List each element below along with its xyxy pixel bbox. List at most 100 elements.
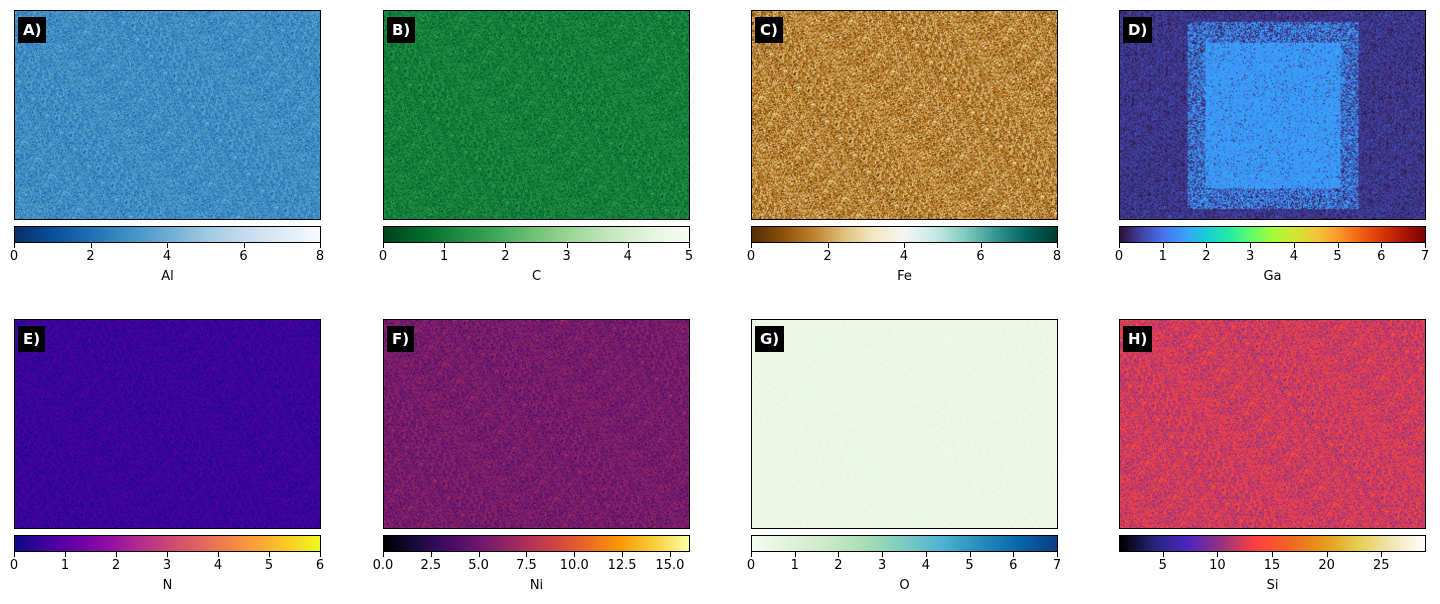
colorbar-tick-ni xyxy=(431,552,432,557)
colorbar-tick-si xyxy=(1381,552,1382,557)
colorbar-ga xyxy=(1119,226,1426,243)
heatmap-al xyxy=(14,10,321,220)
colorbar-tick-label-o: 1 xyxy=(790,558,799,573)
colorbar-tick-si xyxy=(1272,552,1273,557)
colorbar-tick-label-n: 2 xyxy=(111,558,121,573)
colorbar-tick-c xyxy=(567,243,568,248)
heatmap-ga xyxy=(1119,10,1426,220)
colorbar-tick-ga xyxy=(1338,243,1339,248)
colorbar-tick-label-o: 7 xyxy=(1052,558,1062,573)
colorbar-tick-al xyxy=(320,243,321,248)
colorbar-tick-label-si: 25 xyxy=(1373,558,1390,573)
colorbar-tick-c xyxy=(383,243,384,248)
colorbar-tick-fe xyxy=(1057,243,1058,248)
colorbar-tick-al xyxy=(244,243,245,248)
colorbar-tick-al xyxy=(14,243,15,248)
panel-label-n: E) xyxy=(18,326,46,352)
colorbar-tick-label-c: 5 xyxy=(684,249,694,264)
colorbar-tick-o xyxy=(970,552,971,557)
colorbar-tick-label-fe: 6 xyxy=(976,249,985,264)
panel-label-fe: C) xyxy=(755,17,783,43)
colorbar-tick-label-fe: 4 xyxy=(899,249,909,264)
colorbar-tick-o xyxy=(1057,552,1058,557)
colorbar-tick-label-fe: 8 xyxy=(1052,249,1062,264)
colorbar-tick-label-ga: 2 xyxy=(1202,249,1211,264)
colorbar-tick-label-ga: 7 xyxy=(1420,249,1430,264)
panel-label-al: A) xyxy=(18,17,47,43)
panel-label-ga: D) xyxy=(1123,17,1153,43)
colorbar-tick-si xyxy=(1217,552,1218,557)
colorbar-tick-label-n: 4 xyxy=(213,558,223,573)
colorbar-tick-fe xyxy=(981,243,982,248)
colorbar-tick-o xyxy=(838,552,839,557)
colorbar-tick-ga xyxy=(1250,243,1251,248)
colorbar-tick-label-n: 6 xyxy=(315,558,325,573)
colorbar-tick-label-c: 1 xyxy=(440,249,449,264)
colorbar-tick-o xyxy=(795,552,796,557)
colorbar-tick-label-ni: 7.5 xyxy=(516,558,537,573)
colorbar-ni xyxy=(383,535,690,552)
colorbar-tick-label-ga: 6 xyxy=(1377,249,1386,264)
heatmap-ni xyxy=(383,319,690,529)
panel-label-c: B) xyxy=(387,17,416,43)
colorbar-tick-label-c: 0 xyxy=(378,249,388,264)
colorbar-label-si: Si xyxy=(1266,578,1279,593)
colorbar-tick-label-si: 5 xyxy=(1158,558,1167,573)
colorbar-tick-label-o: 0 xyxy=(746,558,756,573)
colorbar-tick-c xyxy=(689,243,690,248)
colorbar-tick-fe xyxy=(828,243,829,248)
colorbar-tick-label-n: 0 xyxy=(9,558,19,573)
colorbar-tick-o xyxy=(882,552,883,557)
colorbar-tick-c xyxy=(444,243,445,248)
heatmap-n xyxy=(14,319,321,529)
colorbar-tick-label-al: 6 xyxy=(239,249,248,264)
colorbar-tick-si xyxy=(1163,552,1164,557)
colorbar-tick-label-ga: 4 xyxy=(1289,249,1298,264)
colorbar-n xyxy=(14,535,321,552)
colorbar-tick-label-ga: 1 xyxy=(1158,249,1167,264)
heatmap-o xyxy=(751,319,1058,529)
colorbar-tick-al xyxy=(167,243,168,248)
colorbar-tick-label-ni: 12.5 xyxy=(607,558,637,573)
colorbar-tick-label-o: 6 xyxy=(1009,558,1018,573)
colorbar-tick-ga xyxy=(1294,243,1295,248)
colorbar-tick-fe xyxy=(904,243,905,248)
colorbar-o xyxy=(751,535,1058,552)
colorbar-tick-ga xyxy=(1119,243,1120,248)
panel-label-si: H) xyxy=(1123,326,1153,352)
panel-label-o: G) xyxy=(755,326,785,352)
colorbar-label-ga: Ga xyxy=(1263,269,1282,284)
heatmap-c xyxy=(383,10,690,220)
colorbar-tick-o xyxy=(1013,552,1014,557)
colorbar-tick-label-ni: 5.0 xyxy=(468,558,489,573)
heatmap-fe xyxy=(751,10,1058,220)
colorbar-tick-n xyxy=(167,552,168,557)
colorbar-tick-label-c: 3 xyxy=(562,249,571,264)
colorbar-tick-label-c: 4 xyxy=(623,249,632,264)
colorbar-tick-ga xyxy=(1425,243,1426,248)
colorbar-tick-label-o: 2 xyxy=(834,558,843,573)
colorbar-tick-label-ga: 5 xyxy=(1333,249,1342,264)
panel-label-ni: F) xyxy=(387,326,415,352)
colorbar-tick-n xyxy=(65,552,66,557)
colorbar-tick-o xyxy=(751,552,752,557)
colorbar-tick-label-ni: 2.5 xyxy=(420,558,442,573)
colorbar-tick-label-n: 3 xyxy=(162,558,172,573)
colorbar-tick-label-si: 10 xyxy=(1209,558,1226,573)
colorbar-tick-n xyxy=(320,552,321,557)
colorbar-tick-c xyxy=(505,243,506,248)
colorbar-label-o: O xyxy=(899,578,910,593)
colorbar-tick-label-al: 8 xyxy=(315,249,325,264)
colorbar-tick-ni xyxy=(574,552,575,557)
colorbar-tick-label-si: 20 xyxy=(1318,558,1335,573)
colorbar-label-n: N xyxy=(162,578,173,593)
colorbar-tick-ni xyxy=(622,552,623,557)
colorbar-tick-n xyxy=(116,552,117,557)
colorbar-c xyxy=(383,226,690,243)
colorbar-tick-label-fe: 2 xyxy=(823,249,832,264)
colorbar-tick-n xyxy=(14,552,15,557)
colorbar-tick-label-fe: 0 xyxy=(746,249,756,264)
colorbar-tick-ni xyxy=(383,552,384,557)
colorbar-tick-label-o: 4 xyxy=(921,558,930,573)
colorbar-al xyxy=(14,226,321,243)
